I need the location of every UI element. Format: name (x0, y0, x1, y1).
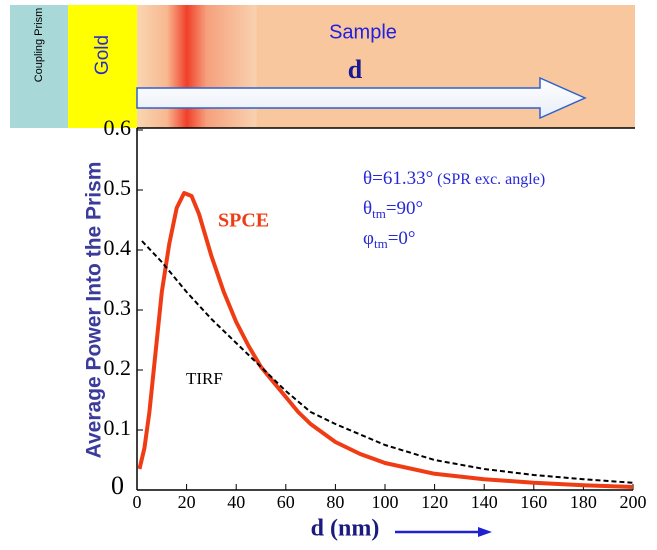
x-tick-label: 80 (326, 492, 344, 512)
x-tick-label: 120 (421, 492, 448, 512)
x-tick-label: 0 (133, 492, 142, 512)
depth-arrow (136, 76, 587, 120)
x-axis-arrowhead (478, 527, 492, 537)
annotation-text: =0° (388, 228, 416, 249)
x-tick-label: 160 (520, 492, 547, 512)
prism-label: Coupling Prism (33, 8, 45, 83)
x-tick-label: 180 (570, 492, 597, 512)
x-tick-label: 40 (227, 492, 245, 512)
annotation-text: θ=61.33° (363, 168, 433, 189)
series-line (141, 240, 634, 484)
y-tick-label: 0.6 (104, 115, 132, 140)
y-axis-label: Average Power Into the Prism (83, 162, 106, 459)
annotation: θ=61.33° (SPR exc. angle) (363, 168, 545, 189)
sample-label: Sample (329, 21, 397, 43)
prism-region (10, 5, 68, 128)
x-tick-label: 60 (277, 492, 295, 512)
y-tick-label: 0.5 (104, 175, 132, 200)
annotation-text: φ (363, 228, 374, 249)
series-line (137, 191, 634, 489)
y-tick-label: 0.2 (104, 355, 132, 380)
y-tick-label: 0.1 (104, 415, 132, 440)
y-tick-label: 0 (111, 471, 124, 500)
x-tick-label: 20 (178, 492, 196, 512)
annotation: φtm=0° (363, 228, 416, 251)
annotation-text: tm (374, 236, 388, 251)
annotation-text: θ (363, 198, 372, 219)
annotation: θtm=90° (363, 198, 423, 221)
series-label: SPCE (218, 210, 269, 232)
annotation-text: =90° (386, 198, 423, 219)
annotation-text: (SPR exc. angle) (433, 171, 545, 188)
annotation-text: tm (372, 206, 386, 221)
arrow-label: d (348, 55, 363, 84)
y-tick-label: 0.4 (104, 235, 132, 260)
y-tick-label: 0.3 (104, 295, 132, 320)
x-tick-label: 200 (620, 492, 647, 512)
x-tick-label: 140 (471, 492, 498, 512)
series-label: TIRF (186, 369, 223, 388)
gold-region (68, 5, 137, 128)
x-axis-label: d (nm) (311, 516, 380, 542)
x-tick-label: 100 (372, 492, 399, 512)
gold-label: Gold (92, 35, 113, 75)
